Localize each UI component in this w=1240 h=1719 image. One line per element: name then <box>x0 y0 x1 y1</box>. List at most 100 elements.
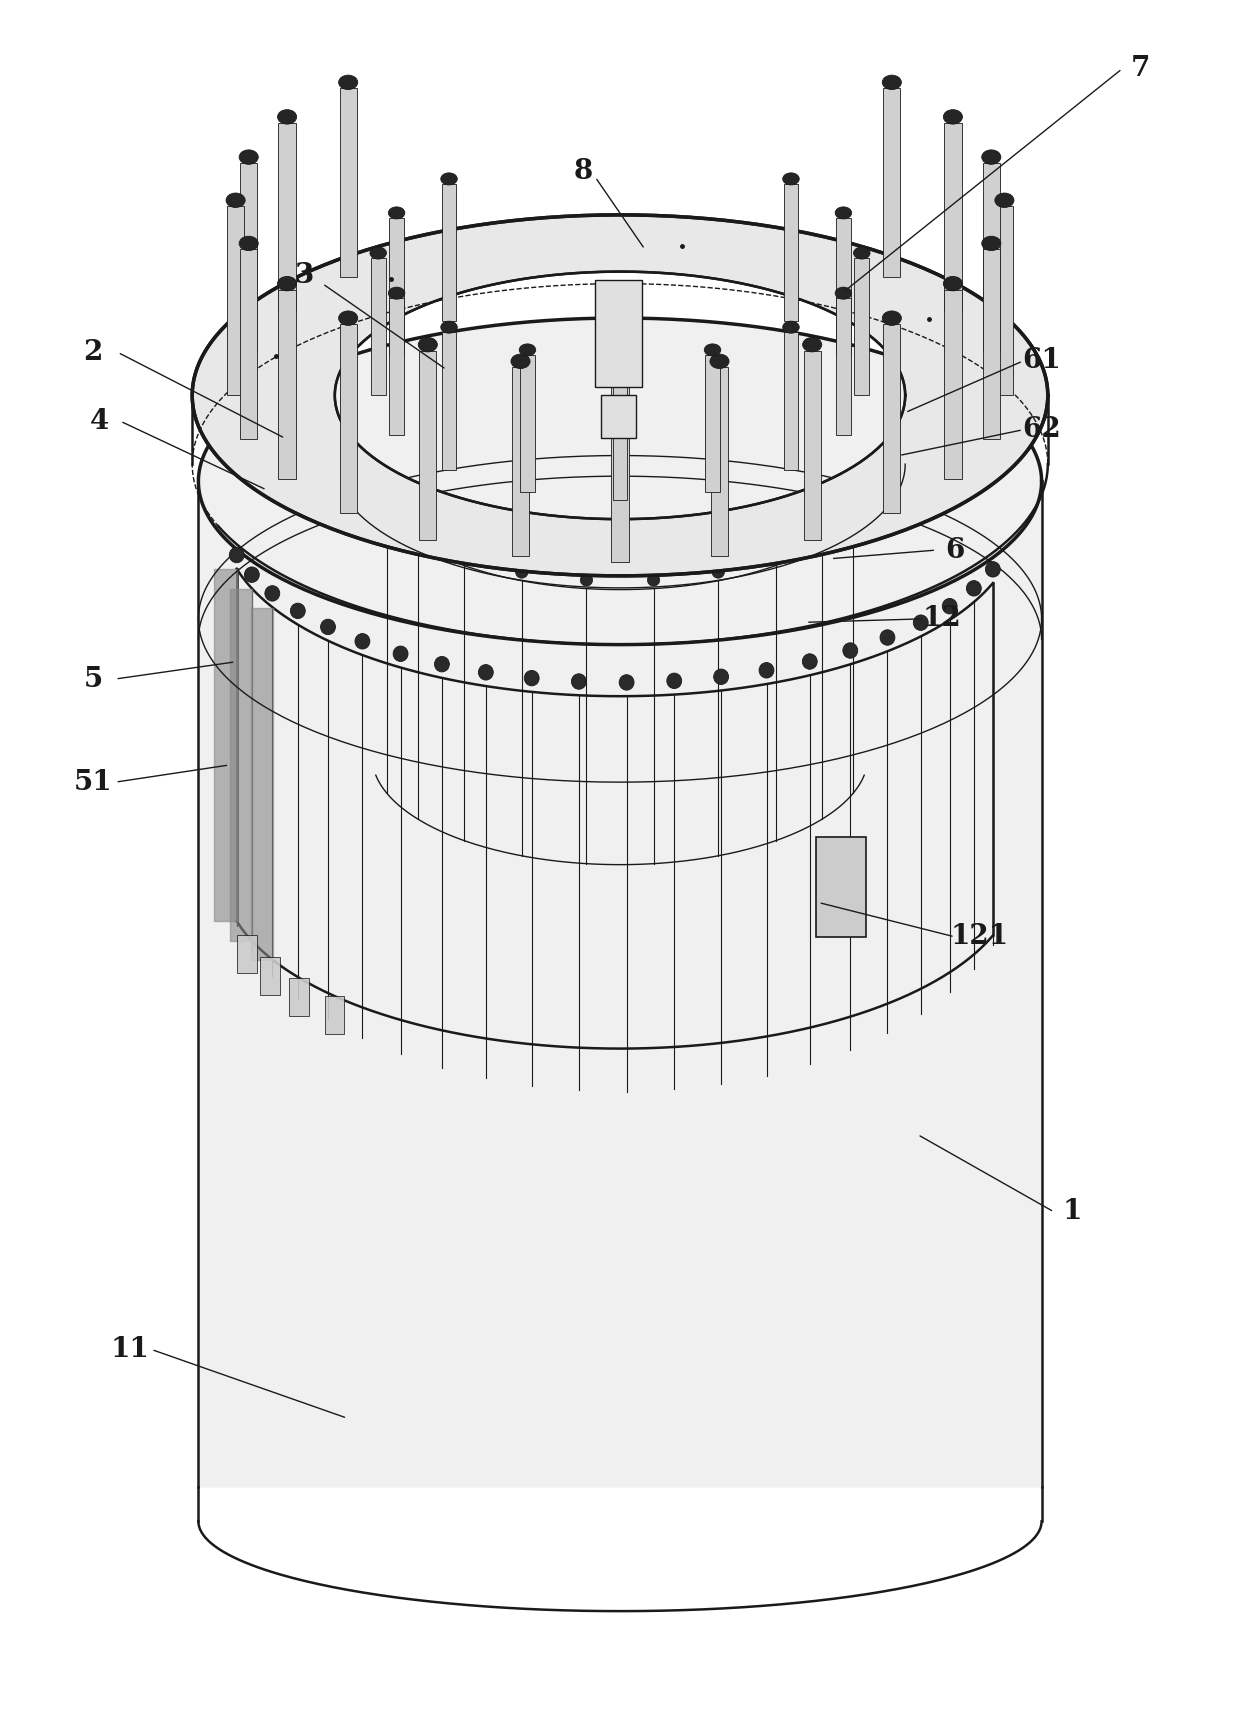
Ellipse shape <box>458 552 470 564</box>
Ellipse shape <box>704 344 720 356</box>
Polygon shape <box>227 206 244 395</box>
Ellipse shape <box>611 352 629 364</box>
Ellipse shape <box>770 552 782 564</box>
Ellipse shape <box>393 646 408 662</box>
Polygon shape <box>520 354 534 492</box>
Ellipse shape <box>816 529 828 541</box>
Ellipse shape <box>440 174 458 186</box>
Polygon shape <box>512 368 529 557</box>
Polygon shape <box>982 163 999 352</box>
Polygon shape <box>215 569 237 921</box>
Ellipse shape <box>239 236 258 251</box>
Ellipse shape <box>388 287 404 299</box>
Text: 7: 7 <box>1131 55 1151 83</box>
Text: 5: 5 <box>83 665 103 693</box>
Text: 3: 3 <box>294 261 314 289</box>
Polygon shape <box>289 978 309 1016</box>
Polygon shape <box>816 837 866 937</box>
Ellipse shape <box>914 615 929 631</box>
Ellipse shape <box>516 566 528 578</box>
Polygon shape <box>595 280 642 387</box>
Ellipse shape <box>370 248 387 260</box>
Ellipse shape <box>278 277 296 291</box>
Polygon shape <box>192 215 1048 576</box>
Ellipse shape <box>321 619 336 634</box>
Ellipse shape <box>520 344 536 356</box>
Ellipse shape <box>843 643 858 658</box>
Text: 51: 51 <box>73 768 113 796</box>
Ellipse shape <box>229 547 244 562</box>
Ellipse shape <box>244 567 259 583</box>
Ellipse shape <box>944 277 962 291</box>
Polygon shape <box>944 289 961 478</box>
Ellipse shape <box>982 150 1001 165</box>
Polygon shape <box>241 163 258 352</box>
Ellipse shape <box>802 653 817 669</box>
Polygon shape <box>854 258 869 395</box>
Polygon shape <box>325 995 345 1033</box>
Ellipse shape <box>802 337 822 352</box>
Ellipse shape <box>239 150 258 165</box>
Polygon shape <box>419 351 436 540</box>
Ellipse shape <box>880 629 895 645</box>
Ellipse shape <box>339 311 357 325</box>
Polygon shape <box>611 373 629 562</box>
Ellipse shape <box>610 359 630 375</box>
Ellipse shape <box>580 574 593 586</box>
Ellipse shape <box>511 354 529 368</box>
Polygon shape <box>389 297 404 435</box>
Polygon shape <box>982 249 999 438</box>
Ellipse shape <box>434 657 449 672</box>
Polygon shape <box>198 318 1042 1487</box>
Ellipse shape <box>883 311 901 325</box>
Text: 11: 11 <box>110 1336 150 1363</box>
Ellipse shape <box>388 206 404 218</box>
Polygon shape <box>613 363 627 500</box>
Text: 12: 12 <box>923 605 962 633</box>
Ellipse shape <box>479 665 494 681</box>
Ellipse shape <box>714 669 729 684</box>
Polygon shape <box>711 368 728 557</box>
Text: 6: 6 <box>945 536 965 564</box>
Ellipse shape <box>712 566 724 578</box>
Polygon shape <box>241 249 258 438</box>
Polygon shape <box>706 354 720 492</box>
Ellipse shape <box>412 529 424 541</box>
Polygon shape <box>340 88 357 277</box>
Ellipse shape <box>836 206 852 218</box>
Polygon shape <box>784 332 799 469</box>
Ellipse shape <box>982 236 1001 251</box>
Polygon shape <box>279 289 296 478</box>
Polygon shape <box>804 351 821 540</box>
Ellipse shape <box>226 193 246 208</box>
Ellipse shape <box>339 76 357 89</box>
Ellipse shape <box>966 581 981 596</box>
Polygon shape <box>229 588 252 940</box>
Text: 62: 62 <box>1022 416 1061 444</box>
Polygon shape <box>279 122 296 313</box>
Polygon shape <box>259 957 279 995</box>
Text: 4: 4 <box>89 407 109 435</box>
Ellipse shape <box>883 76 901 89</box>
Ellipse shape <box>782 174 800 186</box>
Ellipse shape <box>619 674 634 689</box>
Ellipse shape <box>944 110 962 124</box>
Ellipse shape <box>986 562 1001 578</box>
Ellipse shape <box>667 674 682 689</box>
Ellipse shape <box>440 321 458 333</box>
Ellipse shape <box>418 337 438 352</box>
Ellipse shape <box>278 110 296 124</box>
Ellipse shape <box>836 287 852 299</box>
Polygon shape <box>250 607 273 959</box>
Polygon shape <box>601 395 636 438</box>
Polygon shape <box>389 218 404 356</box>
Polygon shape <box>883 325 900 514</box>
Ellipse shape <box>853 248 870 260</box>
Ellipse shape <box>265 586 280 602</box>
Polygon shape <box>836 297 851 435</box>
Text: 2: 2 <box>83 339 103 366</box>
Ellipse shape <box>290 603 305 619</box>
Ellipse shape <box>525 670 539 686</box>
Ellipse shape <box>381 504 393 516</box>
Ellipse shape <box>942 598 957 614</box>
